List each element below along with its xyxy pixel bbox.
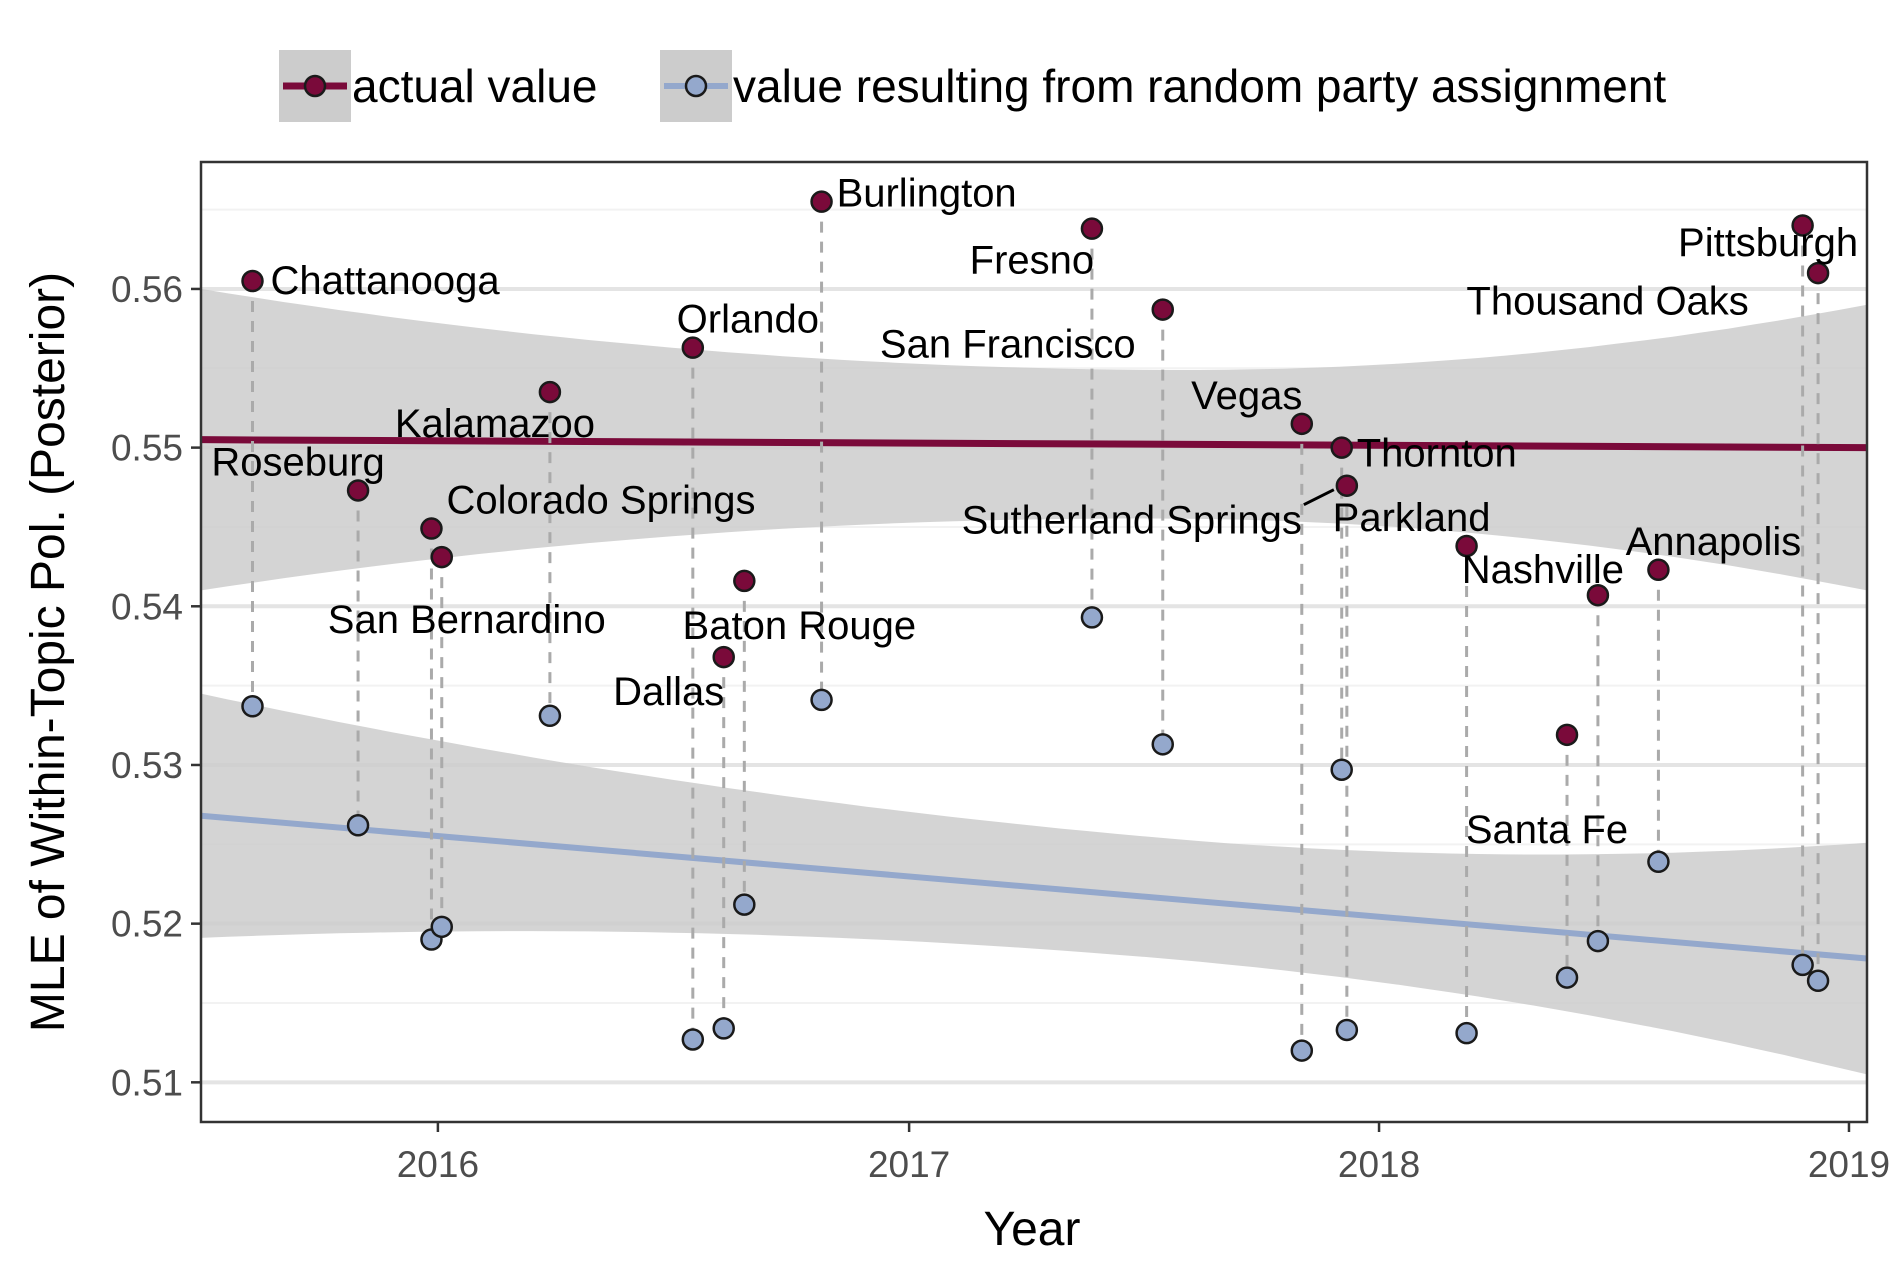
actual-value-point <box>346 479 370 502</box>
legend-item: value resulting from random party assign… <box>660 50 1666 122</box>
actual-value-point <box>420 517 443 540</box>
random-value-point <box>1290 1039 1314 1062</box>
y-tick-label: 0.56 <box>111 269 183 310</box>
x-axis: 2016 2017 2018 2019 <box>397 1122 1890 1185</box>
event-label: Burlington <box>837 172 1017 216</box>
random-value-point <box>1647 850 1670 874</box>
event-label: Nashville <box>1462 548 1624 592</box>
event-label: Orlando <box>677 298 819 342</box>
actual-value-point <box>712 645 735 669</box>
actual-value-point <box>1647 558 1670 582</box>
event-label: Baton Rouge <box>683 604 917 648</box>
actual-value-point <box>733 569 756 593</box>
event-label: Dallas <box>613 670 724 714</box>
random-value-point <box>810 688 833 712</box>
random-value-point <box>241 695 264 718</box>
random-value-point <box>346 814 370 837</box>
legend-item: actual value <box>279 50 598 122</box>
event-label: San Bernardino <box>328 598 606 642</box>
random-value-point <box>1791 953 1814 977</box>
y-tick-label: 0.51 <box>111 1062 183 1103</box>
random-value-point <box>712 1017 735 1040</box>
y-tick-label: 0.54 <box>111 586 183 627</box>
random-value-point <box>538 704 562 728</box>
actual-value-point <box>1806 261 1830 285</box>
random-value-point <box>733 893 756 916</box>
y-tick-label: 0.55 <box>111 428 183 469</box>
confidence-band <box>201 288 1867 591</box>
random-value-point <box>1586 929 1610 953</box>
event-label: Annapolis <box>1626 520 1802 564</box>
actual-value-point <box>1791 214 1814 237</box>
random-value-point <box>1455 1021 1478 1045</box>
actual-value-point <box>538 380 562 404</box>
x-tick-label: 2017 <box>868 1144 950 1185</box>
event-label: Colorado Springs <box>446 479 755 523</box>
plot-panel: Chattanooga Roseburg Colorado Springs San B… <box>199 160 1869 1124</box>
event-label: Chattanooga <box>270 259 500 303</box>
event-label: Pittsburgh <box>1678 221 1858 265</box>
actual-value-point <box>241 269 264 293</box>
x-tick-label: 2018 <box>1338 1144 1420 1185</box>
legend-key-point <box>684 74 708 98</box>
event-label: Fresno <box>970 239 1095 283</box>
y-tick-label: 0.53 <box>111 745 183 786</box>
event-label: Sutherland Springs <box>962 499 1302 543</box>
y-axis: 0.51 0.52 0.53 0.54 0.55 0.56 <box>111 269 201 1103</box>
panel-border <box>199 160 1869 1124</box>
event-label: Santa Fe <box>1466 808 1628 852</box>
actual-value-point <box>1455 534 1478 558</box>
random-value-point <box>1080 606 1104 629</box>
actual-value-point <box>1586 583 1610 607</box>
trend-line <box>201 436 1867 452</box>
legend-key-point <box>303 74 327 98</box>
event-label: Thornton <box>1357 432 1517 476</box>
event-label: San Francisco <box>880 323 1136 367</box>
random-value-point <box>1806 969 1830 993</box>
x-tick-label: 2019 <box>1808 1144 1890 1185</box>
legend: actual value value resulting from random … <box>279 50 1666 122</box>
actual-value-point <box>1330 436 1353 459</box>
event-label: Vegas <box>1191 374 1302 418</box>
random-value-point <box>1151 733 1174 756</box>
label-leader-line <box>1303 488 1335 507</box>
legend-label: value resulting from random party assign… <box>733 60 1666 112</box>
y-tick-label: 0.52 <box>111 904 183 945</box>
random-value-point <box>1330 758 1353 781</box>
confidence-band <box>201 693 1867 1075</box>
random-value-point <box>1555 966 1579 989</box>
legend-label: actual value <box>352 60 598 112</box>
event-label: Roseburg <box>211 440 384 484</box>
actual-value-point <box>430 545 454 569</box>
actual-value-point <box>1151 298 1174 321</box>
event-label: Thousand Oaks <box>1466 279 1748 323</box>
random-value-point <box>430 915 454 939</box>
actual-value-point <box>1290 412 1314 436</box>
actual-value-point <box>1335 474 1359 497</box>
x-tick-label: 2016 <box>397 1144 479 1185</box>
actual-value-point <box>1555 723 1579 747</box>
actual-value-point <box>1080 217 1104 240</box>
actual-value-point <box>810 190 833 213</box>
random-value-point <box>681 1028 705 1051</box>
actual-value-point <box>681 336 705 359</box>
x-axis-title: Year <box>984 1203 1081 1256</box>
y-axis-title: MLE of Within-Topic Pol. (Posterior) <box>22 272 75 1032</box>
event-label: Parkland <box>1333 496 1491 540</box>
random-value-point <box>1335 1018 1359 1042</box>
event-label: Kalamazoo <box>395 402 595 446</box>
